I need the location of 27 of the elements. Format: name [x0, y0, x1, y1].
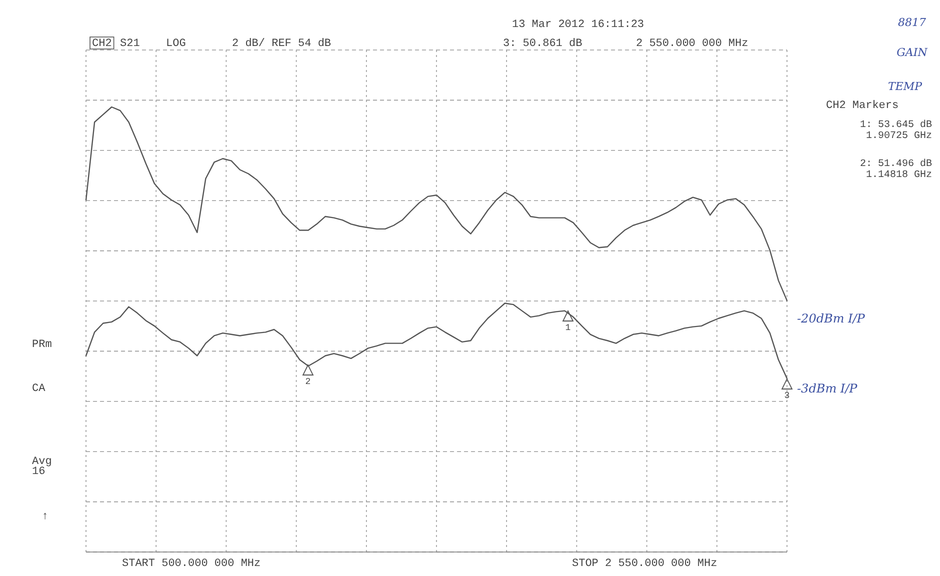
text: 13 Mar 2012 16:11:23 [512, 19, 644, 31]
text: GAIN [896, 46, 928, 59]
annotation: 3 [784, 391, 790, 401]
text: START 500.000 000 MHz [122, 558, 261, 570]
text: LOG [166, 38, 186, 50]
text: 3: 50.861 dB [503, 38, 583, 50]
text: ↑ [42, 511, 48, 523]
text: S21 [120, 38, 140, 50]
text: 2 dB/ REF 54 dB [232, 38, 332, 50]
series-label: -20dBm I/P [797, 312, 866, 326]
legend-label: -3dBm I/P [797, 381, 858, 396]
text: 16 [32, 466, 46, 478]
text: 1.90725 GHz [866, 131, 932, 142]
annotation: 2 [305, 377, 311, 387]
text: STOP 2 550.000 000 MHz [572, 558, 718, 570]
text: 1.14818 GHz [866, 170, 932, 181]
text: Avg [32, 456, 52, 468]
text: PRm [32, 339, 52, 351]
text: 2: 51.496 dB [860, 158, 932, 170]
text: 1: 53.645 dB [860, 119, 932, 131]
text: 2 550.000 000 MHz [636, 38, 748, 50]
text: TEMP [888, 80, 923, 93]
text: CH2 [92, 38, 112, 50]
annotation: 1 [565, 323, 571, 333]
text: CA [32, 383, 46, 395]
text: CH2 Markers [826, 100, 899, 112]
text: 8817 [898, 16, 926, 29]
